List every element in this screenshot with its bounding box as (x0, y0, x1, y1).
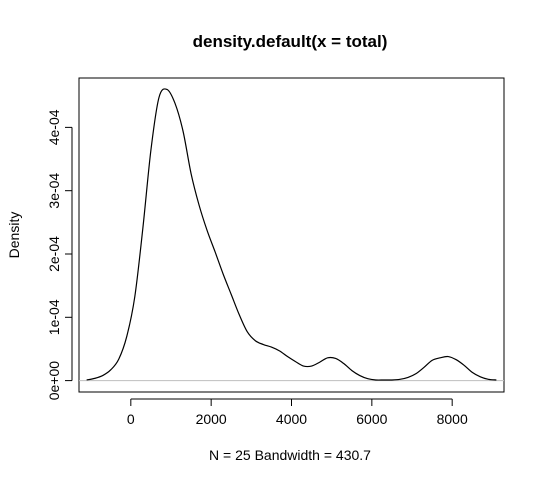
x-tick-label: 0 (127, 411, 135, 427)
density-curve (86, 88, 497, 381)
y-tick-label: 4e-04 (46, 109, 62, 145)
y-tick-label: 2e-04 (46, 236, 62, 272)
x-tick-label: 8000 (437, 411, 468, 427)
chart-title: density.default(x = total) (193, 32, 388, 51)
x-tick-label: 4000 (276, 411, 307, 427)
y-axis-label: Density (6, 212, 22, 259)
y-axis: 0e+00 1e-04 2e-04 3e-04 4e-04 (46, 109, 73, 401)
y-tick-label: 0e+00 (46, 361, 62, 401)
y-tick-label: 1e-04 (46, 299, 62, 335)
x-axis-label: N = 25 Bandwidth = 430.7 (209, 447, 371, 463)
y-tick-label: 3e-04 (46, 173, 62, 209)
plot-frame (78, 77, 505, 393)
x-tick-label: 2000 (196, 411, 227, 427)
x-tick-label: 6000 (356, 411, 387, 427)
x-axis: 0 2000 4000 6000 8000 (127, 398, 468, 427)
